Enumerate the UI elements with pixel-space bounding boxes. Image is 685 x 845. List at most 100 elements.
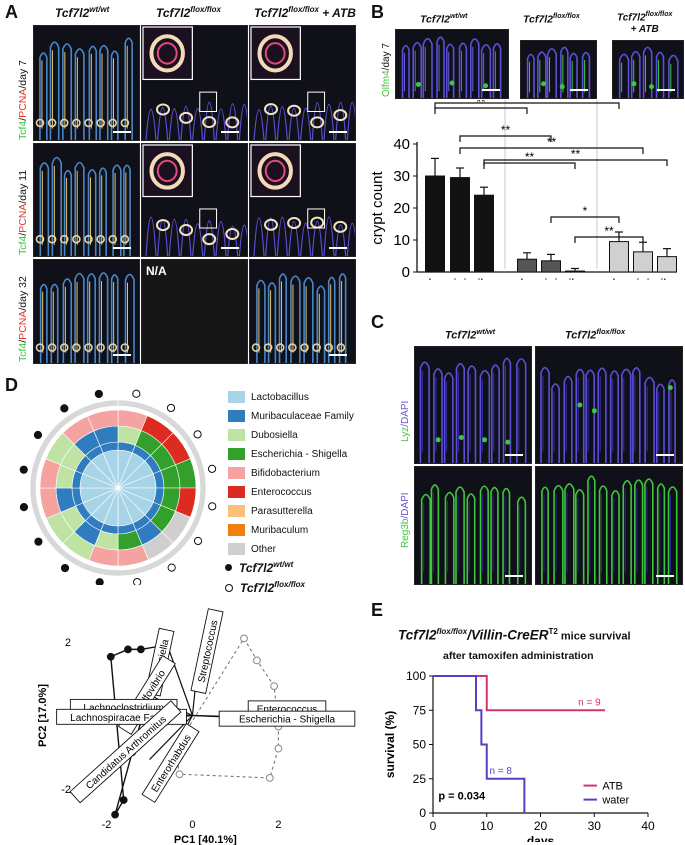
legend-label: Parasutterella <box>251 505 313 517</box>
villus-outline <box>74 48 85 140</box>
villus-outline <box>98 272 109 363</box>
micrograph-a-floxatb-day11 <box>249 143 356 257</box>
villus-outline <box>667 486 678 584</box>
villus-outline <box>124 273 135 363</box>
gene-name: Tcf7l2 <box>617 12 646 24</box>
x-tick-label: 0 <box>189 819 195 831</box>
inset-crypt-inner <box>264 159 286 182</box>
villus-outline <box>238 103 247 140</box>
y-tick-label: 50 <box>413 738 427 752</box>
stain-spot <box>458 434 464 440</box>
villus-outline <box>203 101 215 140</box>
x-tick-label: 30 <box>588 819 602 833</box>
counterstain: /DAPI <box>400 400 411 427</box>
tissue-texture <box>618 46 679 98</box>
legend-label: water <box>601 795 629 807</box>
legend-swatch <box>228 448 245 460</box>
wt-point <box>124 645 132 654</box>
villus-outline <box>168 219 180 256</box>
title-sup: T2 <box>548 627 558 636</box>
group-legend-wt: Tcf7l2wt/wt <box>225 560 293 575</box>
bar <box>450 177 470 273</box>
wt-point <box>136 645 145 654</box>
tissue-texture <box>142 144 247 256</box>
villus-outline <box>642 46 653 98</box>
wt-sample-marker <box>33 430 43 440</box>
villus-outline <box>668 379 676 463</box>
stain-spot <box>505 439 511 445</box>
villus-outline <box>644 376 655 463</box>
stain-spot <box>435 437 441 443</box>
crypt <box>120 343 130 352</box>
villus-outline <box>516 496 527 584</box>
scale-bar <box>505 575 523 577</box>
vector-label-text: Enterorhabdus <box>150 733 194 794</box>
genotype-sup: flox/flox <box>596 327 626 336</box>
villus-outline <box>502 487 511 584</box>
villus-outline <box>569 52 578 98</box>
micrograph-a-wt-day7 <box>33 25 140 141</box>
x-tick-label: jej <box>635 276 649 280</box>
timepoint: /day 7 <box>17 60 29 89</box>
y-axis-label: crypt count <box>369 170 386 244</box>
stain-spot <box>541 81 546 87</box>
crypt-count-bar-chart: 0 10 20 30 40 crypt count duo jej ile duo jej ile du… <box>369 100 677 280</box>
inset-crypt-inner <box>156 42 178 65</box>
scale-bar <box>482 89 500 91</box>
villus-outline <box>267 282 277 363</box>
significance-bracket <box>434 107 528 114</box>
x-tick-label: 40 <box>641 819 655 833</box>
stain-spot <box>631 81 637 87</box>
microbiome-sunburst-chart <box>19 389 217 585</box>
villus-outline <box>323 216 335 256</box>
micrograph-a-floxatb-day32 <box>249 259 356 364</box>
micrograph-c-wt-lyz <box>414 346 532 464</box>
crypt <box>59 118 69 128</box>
wt-sample-marker <box>95 578 104 585</box>
legend-swatch <box>228 410 245 422</box>
x-tick-label: 20 <box>534 819 548 833</box>
villus-outline <box>203 220 215 256</box>
marker-red: PCNA <box>17 310 29 340</box>
significance-label: ** <box>547 135 557 149</box>
legend-label: Enterococcus <box>251 486 312 498</box>
villus-outline <box>609 370 620 463</box>
stain-spot <box>449 80 455 86</box>
x-tick-label: jej <box>543 276 557 280</box>
legend-label: Escherichia - Shigella <box>251 448 348 460</box>
y-tick-label: 20 <box>393 200 410 217</box>
crypt <box>84 118 93 128</box>
villus-outline <box>445 43 455 98</box>
vector-label-box <box>141 723 200 803</box>
villus-outline <box>335 224 347 256</box>
villus-outline <box>490 486 499 584</box>
panel-a-row-label-day11: Tcf4/PCNA/day 11 <box>17 169 29 255</box>
survival-title: Tcf7l2flox/flox/Villin-CreERT2 mice surv… <box>398 627 631 643</box>
villus-outline <box>575 368 585 463</box>
wt-sample-marker <box>34 537 43 546</box>
x-tick-label: ile <box>477 276 490 280</box>
crypt <box>264 103 278 116</box>
panel-b-row-label: Olfm4/day 7 <box>381 43 392 97</box>
crypt <box>35 343 45 352</box>
villus-outline <box>419 361 430 463</box>
villus-outline <box>157 107 169 140</box>
micrograph-c-wt-reg3b <box>414 466 532 585</box>
crypt <box>336 343 346 352</box>
villus-outline <box>455 362 465 463</box>
villus-outline <box>327 276 336 363</box>
villus-outline <box>256 279 266 363</box>
crypt <box>225 116 240 129</box>
villus-outline <box>300 222 312 256</box>
treatment-suffix: + ATB <box>630 24 659 36</box>
legend-label: Dubosiella <box>251 429 298 441</box>
scale-bar <box>505 454 523 456</box>
genotype-sup: flox/flox <box>288 5 319 14</box>
villus-outline <box>276 106 288 140</box>
x-tick-label: jej <box>452 276 466 280</box>
micrograph-a-flox-day32-empty: N/A <box>141 259 248 364</box>
villus-outline <box>180 219 192 256</box>
gene-name: Tcf7l2 <box>420 13 450 26</box>
scale-bar <box>656 575 674 577</box>
flox-point <box>240 634 248 643</box>
